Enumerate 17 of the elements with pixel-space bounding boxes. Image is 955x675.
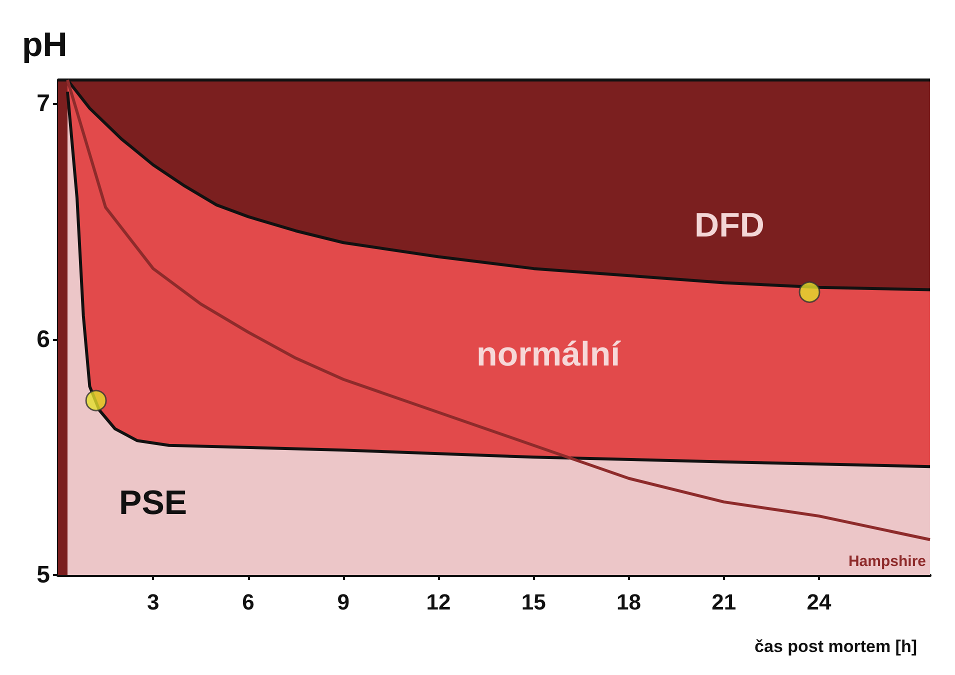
x-tick-label: 18 bbox=[616, 590, 642, 614]
x-tick-label: 12 bbox=[426, 590, 451, 614]
series-label: normální bbox=[476, 335, 622, 374]
series-label: DFD bbox=[694, 206, 764, 245]
x-axis-title: čas post mortem [h] bbox=[754, 637, 918, 656]
y-axis-title: pH bbox=[22, 26, 68, 64]
series-label: PSE bbox=[119, 484, 188, 522]
series-label: Hampshire bbox=[848, 553, 926, 570]
x-tick-label: 24 bbox=[806, 590, 832, 614]
x-tick-label: 3 bbox=[147, 590, 160, 614]
y-tick-label: 5 bbox=[36, 562, 50, 588]
x-tick-label: 9 bbox=[337, 590, 350, 614]
x-tick-label: 21 bbox=[712, 590, 736, 614]
x-tick-label: 6 bbox=[242, 590, 254, 614]
x-tick-label: 15 bbox=[521, 590, 546, 614]
y-tick-label: 7 bbox=[36, 90, 50, 118]
y-tick-label: 6 bbox=[36, 326, 50, 353]
